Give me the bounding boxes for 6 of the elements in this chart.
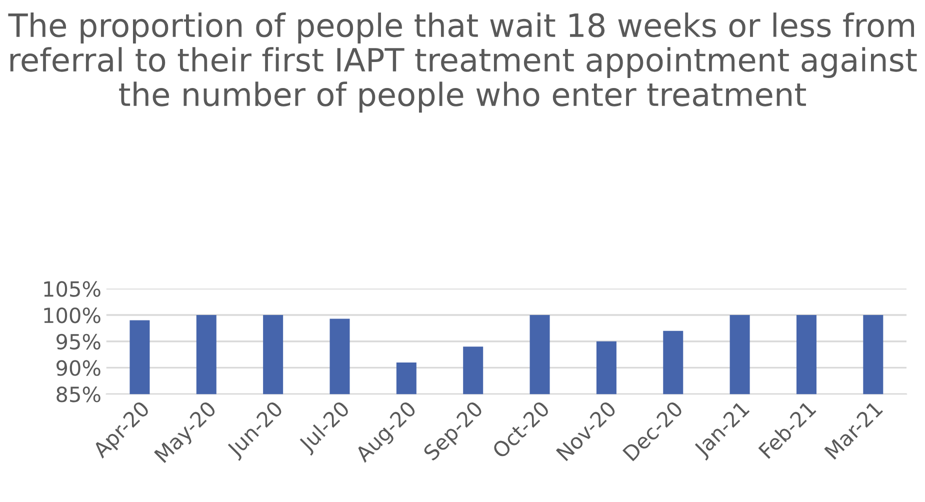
chart-title: The proportion of people that wait 18 weeks or less from referral to their first IAPT treatment appointment against the number of people who enter treatment [8,12,917,113]
y-tick-label: 85% [56,386,100,402]
y-tick-label: 90% [56,360,100,376]
y-tick-label: 100% [44,307,100,324]
y-tick-label: 95% [56,334,100,350]
y-tick-label: 105% [44,281,100,297]
